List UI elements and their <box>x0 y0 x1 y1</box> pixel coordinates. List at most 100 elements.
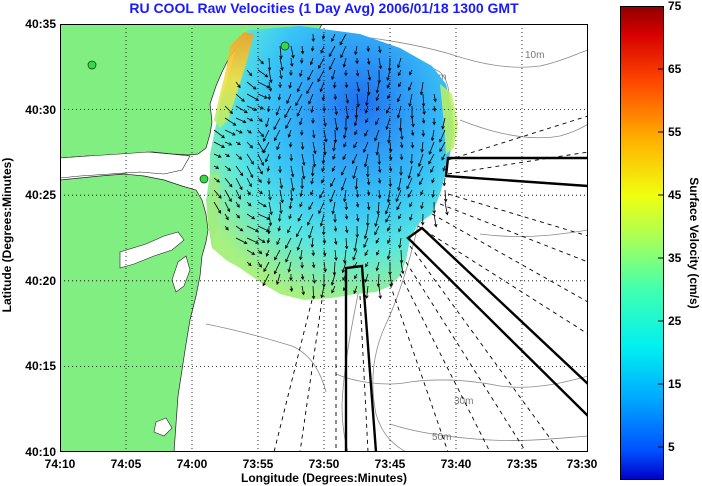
velocity-arrow <box>301 153 306 166</box>
velocity-arrow <box>332 141 336 152</box>
velocity-arrow <box>354 177 359 191</box>
velocity-arrow <box>442 177 447 187</box>
velocity-arrow <box>353 285 358 295</box>
velocity-arrow <box>374 129 380 142</box>
velocity-arrow <box>334 117 339 132</box>
velocity-arrow <box>288 141 293 148</box>
velocity-arrow <box>296 225 303 238</box>
velocity-arrow <box>409 69 413 76</box>
velocity-arrow <box>354 105 359 119</box>
velocity-arrow <box>354 129 358 136</box>
velocity-arrow <box>300 273 305 281</box>
velocity-arrow <box>388 141 393 153</box>
velocity-arrow <box>257 93 268 99</box>
velocity-arrow <box>328 57 336 71</box>
velocity-arrow <box>246 177 252 188</box>
velocity-arrow <box>262 273 270 287</box>
velocity-arrow <box>332 261 337 276</box>
velocity-arrow <box>318 201 325 215</box>
velocity-arrow <box>386 69 391 82</box>
velocity-arrow <box>262 141 270 154</box>
velocity-arrow <box>246 213 256 220</box>
velocity-arrow <box>297 213 303 222</box>
velocity-arrow <box>331 165 336 172</box>
velocity-arrow <box>246 141 254 149</box>
velocity-arrow <box>309 57 314 66</box>
velocity-arrow <box>224 153 231 157</box>
velocity-arrow <box>235 225 244 232</box>
velocity-arrow <box>421 129 426 137</box>
velocity-arrow <box>375 93 380 102</box>
velocity-arrow <box>356 93 360 108</box>
velocity-arrow <box>321 165 325 173</box>
velocity-arrow <box>301 165 306 180</box>
velocity-arrow <box>213 165 220 169</box>
velocity-arrow <box>312 153 317 168</box>
velocity-arrow <box>442 165 446 172</box>
velocity-arrow <box>399 165 403 176</box>
velocity-arrow <box>364 273 369 283</box>
velocity-arrow <box>385 213 391 223</box>
velocity-arrow <box>317 69 325 83</box>
velocity-arrow <box>268 81 273 92</box>
velocity-arrow <box>364 129 369 137</box>
velocity-arrow <box>406 177 413 190</box>
x-axis-label: Longitude (Degrees:Minutes) <box>240 471 407 485</box>
velocity-arrow <box>311 285 316 300</box>
velocity-arrow <box>246 201 252 207</box>
velocity-arrow <box>398 81 402 88</box>
velocity-arrow <box>290 57 294 67</box>
velocity-arrow <box>257 105 264 110</box>
velocity-arrow <box>246 249 256 255</box>
velocity-arrow <box>299 189 304 198</box>
velocity-arrow <box>246 165 254 179</box>
velocity-arrow <box>235 129 243 134</box>
velocity-arrow <box>257 81 271 89</box>
velocity-arrow <box>333 213 337 223</box>
velocity-arrow <box>330 273 336 286</box>
contour-label-10m: 10m <box>525 50 544 61</box>
y-axis-label: Latitude (Degrees:Minutes) <box>0 157 14 313</box>
velocity-arrow <box>224 201 231 213</box>
velocity-arrow <box>378 45 382 54</box>
velocity-arrow <box>267 57 272 71</box>
velocity-arrow <box>213 177 221 183</box>
velocity-arrow <box>376 273 381 288</box>
velocity-arrow <box>352 249 358 261</box>
velocity-arrow <box>377 69 381 84</box>
velocity-arrow <box>279 201 283 215</box>
velocity-arrow <box>330 177 336 188</box>
velocity-arrow <box>277 213 282 223</box>
velocity-arrow <box>375 237 380 244</box>
velocity-arrow <box>311 261 316 269</box>
velocity-arrow <box>397 177 402 192</box>
velocity-arrow <box>340 45 347 59</box>
velocity-arrow <box>344 213 349 220</box>
velocity-arrow <box>430 165 435 173</box>
velocity-arrow <box>235 177 243 191</box>
colorbar-label: Surface Velocity (cm/s) <box>687 177 701 309</box>
velocity-arrow <box>387 237 391 245</box>
velocity-arrow <box>300 261 304 269</box>
velocity-arrow <box>273 129 281 142</box>
velocity-arrow <box>419 81 424 96</box>
velocity-arrow <box>387 93 391 100</box>
velocity-arrow <box>421 117 426 124</box>
velocity-arrow <box>377 189 382 199</box>
velocity-arrow <box>268 69 273 84</box>
velocity-arrow <box>386 225 391 232</box>
velocity-arrow <box>409 213 413 221</box>
velocity-arrow <box>312 273 316 284</box>
velocity-arrow <box>262 129 270 143</box>
x-tick: 73:45 <box>374 457 406 471</box>
velocity-arrow <box>344 81 349 89</box>
velocity-arrow <box>299 201 303 208</box>
velocity-arrow <box>273 261 281 275</box>
velocity-arrow <box>332 81 337 89</box>
velocity-arrow <box>279 189 284 204</box>
velocity-arrow <box>386 249 391 260</box>
velocity-arrow <box>224 189 232 203</box>
velocity-arrow <box>321 225 326 236</box>
velocity-arrow <box>267 225 271 235</box>
velocity-arrow <box>290 165 295 178</box>
